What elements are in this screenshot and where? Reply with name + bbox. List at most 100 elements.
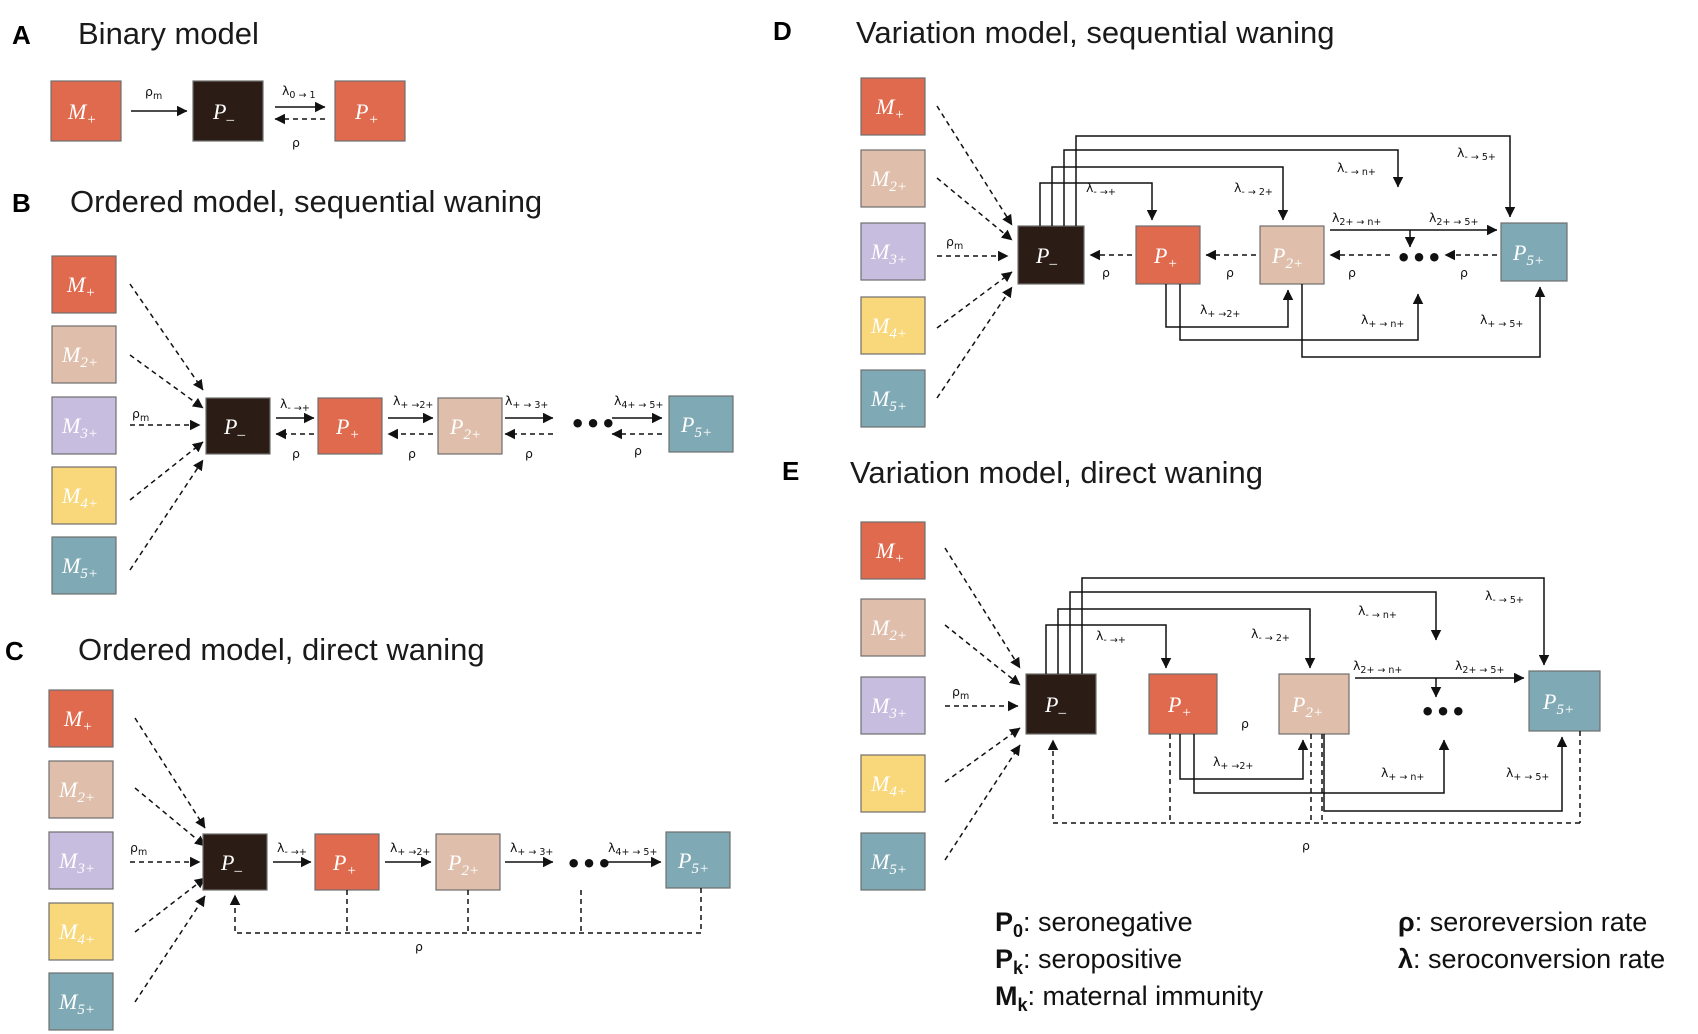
- node-p-5plus: [1500, 222, 1568, 282]
- rate-label: λ- → n+: [1337, 160, 1376, 178]
- node-label: M5+: [870, 386, 907, 415]
- arrow: [134, 877, 206, 933]
- arrow: [129, 283, 204, 391]
- rate-label: λ4+ → 5+: [608, 840, 657, 858]
- node-p-2plus: [1259, 225, 1325, 285]
- node-m-2plus: [860, 598, 926, 657]
- arrow: [129, 354, 204, 409]
- rate-label: ρ: [408, 446, 416, 461]
- arrow: [1193, 734, 1450, 794]
- arrow: [1165, 284, 1294, 328]
- node-m-3plus: [48, 831, 114, 890]
- node-label: P+: [335, 414, 360, 443]
- node-m-2plus: [860, 149, 926, 208]
- rate-label: λ4+ → 5+: [614, 393, 663, 411]
- node-p-plus: [334, 80, 406, 142]
- node-m-plus: [51, 255, 117, 314]
- node-m-5plus: [51, 536, 117, 595]
- legend-item-seroreversion: ρ: seroreversion rate: [1398, 907, 1647, 937]
- arrow: [1045, 624, 1172, 674]
- arrow: [129, 459, 204, 571]
- node-m-3plus: [51, 396, 117, 455]
- node-label: M4+: [58, 919, 95, 948]
- arrow: [1323, 734, 1568, 812]
- rate-label: ρ: [1102, 265, 1110, 280]
- node-p-plus: [1135, 225, 1201, 285]
- node-p-minus: [192, 80, 264, 142]
- rate-label: λ0 → 1: [282, 83, 316, 101]
- node-label: M2+: [870, 166, 907, 195]
- node-label: P2+: [447, 850, 479, 879]
- node-p-plus: [317, 397, 383, 455]
- legend-item-seroconversion: λ: seroconversion rate: [1398, 944, 1665, 974]
- rate-label: ρ: [415, 939, 423, 954]
- node-p-5plus: [665, 831, 731, 889]
- rate-label: λ2+ → 5+: [1455, 658, 1504, 676]
- node-label: P–: [1044, 692, 1066, 721]
- node-label: M4+: [61, 483, 98, 512]
- node-label: M4+: [870, 771, 907, 800]
- node-m-plus: [48, 689, 114, 748]
- node-label: M5+: [58, 989, 95, 1018]
- node-label: M3+: [61, 413, 98, 442]
- node-label: P2+: [1291, 692, 1323, 721]
- rate-label: ρ: [292, 446, 300, 461]
- node-label: M2+: [870, 615, 907, 644]
- rate-label: λ+ → 3+: [510, 840, 553, 858]
- node-label: M+: [67, 99, 96, 128]
- panel-a-letter: A: [12, 20, 31, 50]
- arrow: [944, 744, 1021, 861]
- rate-label: ρm: [132, 406, 149, 424]
- panel-e: M+ M2+ M3+ M4+ M5+ ρm P– P+ P2+ P5+ ρ ••…: [860, 521, 1601, 891]
- node-m-plus: [860, 77, 926, 136]
- node-label: P5+: [680, 412, 712, 441]
- node-label: P+: [332, 850, 357, 879]
- node-m-5plus: [860, 369, 926, 428]
- rate-label: ρ: [634, 443, 642, 458]
- rate-label: λ+ →2+: [390, 840, 430, 858]
- rate-label: ρ: [292, 135, 300, 150]
- arrow: [134, 895, 206, 1003]
- node-label: P+: [354, 99, 379, 128]
- node-p-plus: [314, 833, 380, 891]
- panel-a: M+ P– P+ ρm λ0 → 1 ρ: [50, 80, 406, 150]
- rate-label: λ+ →2+: [1200, 302, 1240, 320]
- rate-label: ρ: [1226, 265, 1234, 280]
- node-p-minus: [205, 397, 271, 455]
- rate-label: λ- → 5+: [1457, 145, 1496, 163]
- node-m-4plus: [860, 296, 926, 355]
- node-label: P–: [223, 414, 245, 443]
- waning-path: [235, 888, 702, 934]
- arrow: [134, 717, 206, 829]
- ellipsis: •••: [566, 850, 612, 878]
- arrow: [1179, 284, 1424, 341]
- rate-label: λ+ →2+: [1213, 754, 1253, 772]
- node-label: P–: [212, 99, 234, 128]
- arrow: [944, 547, 1021, 669]
- node-label: P2+: [1271, 243, 1303, 272]
- node-p-minus: [202, 833, 268, 891]
- node-label: M+: [875, 538, 904, 567]
- arrow: [129, 441, 204, 501]
- node-label: P–: [1035, 243, 1057, 272]
- rate-label: λ- → n+: [1358, 603, 1397, 621]
- node-p-5plus: [1528, 670, 1601, 732]
- legend: P0: seronegative Pk: seropositive Mk: ma…: [995, 907, 1665, 1015]
- arrow: [1179, 734, 1309, 780]
- rate-label: λ- →+: [280, 396, 310, 414]
- arrow: [1075, 135, 1516, 226]
- panel-c: M+ M2+ M3+ M4+ M5+ ρm P– P+ P2+ P5+ λ- →…: [48, 689, 731, 1031]
- rate-label: λ+ → 5+: [1480, 312, 1523, 330]
- rate-label: ρm: [145, 84, 162, 102]
- panel-b-letter: B: [12, 188, 31, 218]
- panel-d-letter: D: [773, 16, 792, 46]
- arrow: [944, 624, 1021, 686]
- node-p-5plus: [668, 395, 734, 453]
- node-m-4plus: [48, 902, 114, 961]
- panel-e-title: Variation model, direct waning: [850, 455, 1263, 490]
- node-m-plus: [860, 521, 926, 580]
- node-label: M+: [66, 272, 95, 301]
- arrow: [936, 177, 1013, 241]
- arrow: [1081, 577, 1550, 674]
- panel-e-letter: E: [782, 456, 799, 486]
